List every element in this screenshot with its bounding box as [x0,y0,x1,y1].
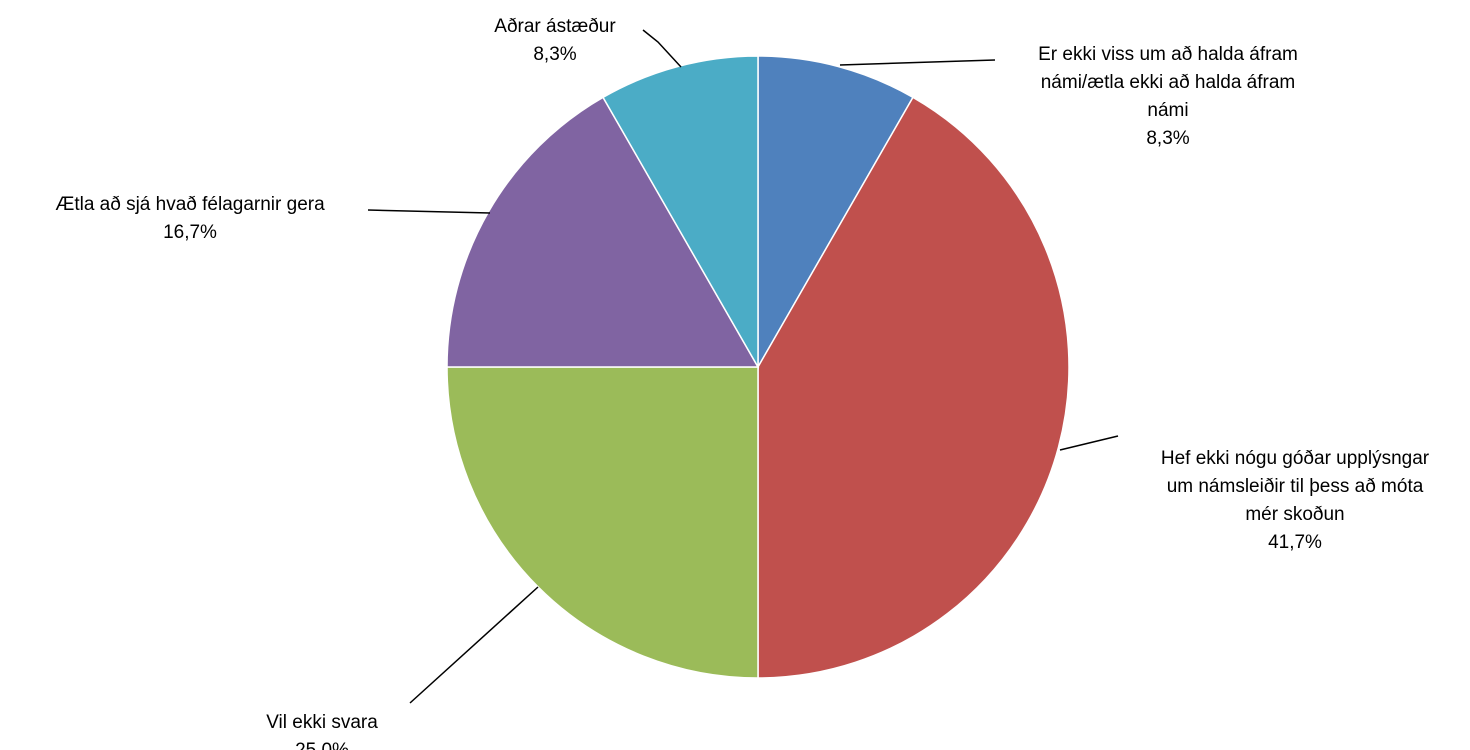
slice-name-line: mér skoðun [1245,504,1344,525]
slice-label-3: Vil ekki svara 25,0% [266,712,378,750]
slice-name-line: Vil ekki svara [266,712,378,733]
slice-name-line: Er ekki viss um að halda áfram [1038,44,1298,65]
slice-name-line: Hef ekki nógu góðar upplýsngar [1161,448,1430,469]
pie-slice-5 [602,55,759,370]
slice-label-2: Hef ekki nógu góðar upplýsngar um námslei… [1161,448,1430,553]
slice-label-1: Er ekki viss um að halda áfram námi/ætla … [1038,44,1298,149]
leader-line-3 [409,586,539,704]
slice-value-label: 8,3% [1146,128,1189,149]
leader-lines [367,29,1119,704]
pie-slices [446,55,1070,679]
leader-line-1 [839,59,996,66]
pie-slice-4 [446,96,760,368]
slice-label-5: Aðrar ástæður 8,3% [494,16,616,65]
leader-line-5 [642,29,682,68]
slice-label-4: Ætla að sjá hvað félagarnir gera 16,7% [55,194,325,243]
pie-slice-2 [757,96,1070,679]
leader-line-2 [1059,435,1119,451]
slice-name-line: Ætla að sjá hvað félagarnir gera [55,194,325,215]
slice-name-line: námi [1147,100,1188,121]
leader-line-4 [367,209,491,214]
pie-slice-3 [446,366,759,679]
slice-value-label: 25,0% [295,740,349,750]
slice-name-line: Aðrar ástæður [494,16,616,37]
pie-slice-1 [757,55,914,370]
slice-name-line: um námsleiðir til þess að móta [1167,476,1424,497]
slice-value-label: 8,3% [533,44,576,65]
slice-name-line: námi/ætla ekki að halda áfram [1041,72,1296,93]
slice-value-label: 16,7% [163,222,217,243]
slice-labels: Er ekki viss um að halda áfram námi/ætla … [55,16,1429,750]
slice-value-label: 41,7% [1268,532,1322,553]
